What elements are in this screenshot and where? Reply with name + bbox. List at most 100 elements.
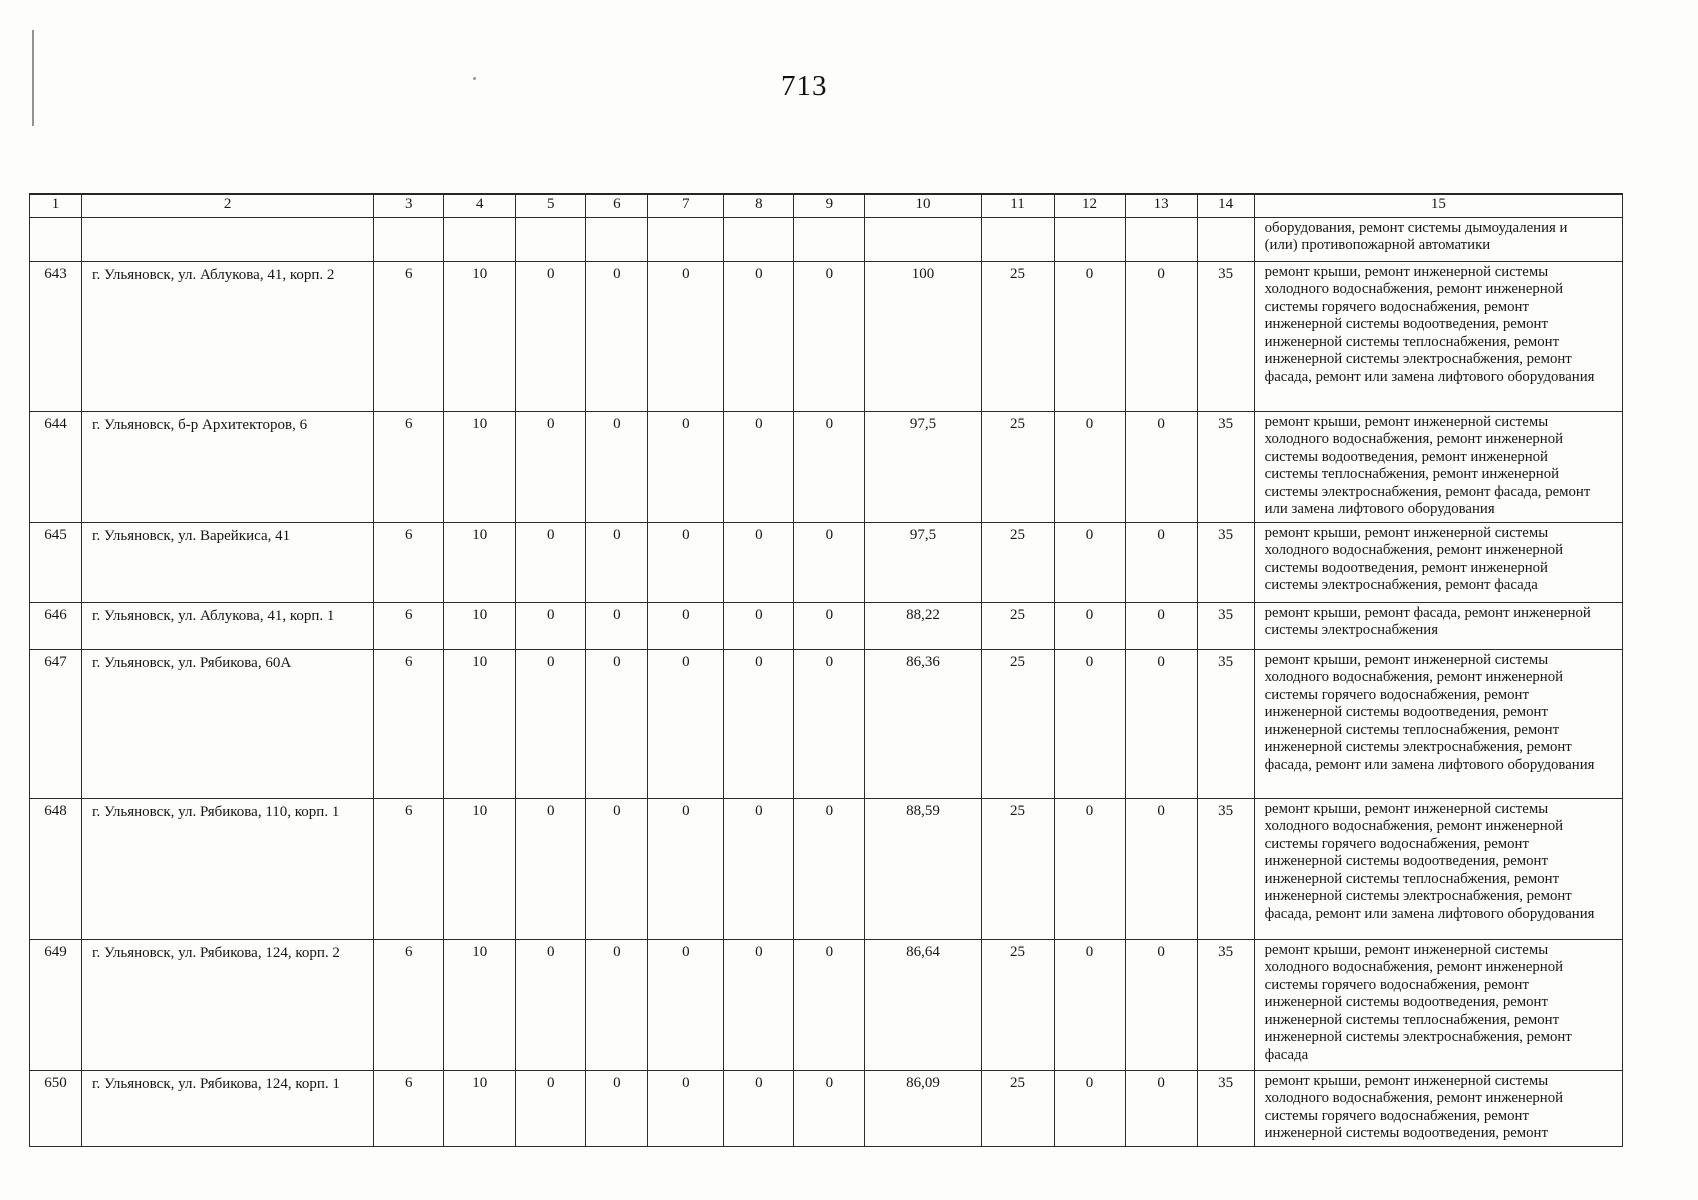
value-cell: 0 <box>515 938 587 1071</box>
column-header-cell: 5 <box>515 193 587 218</box>
value-cell: 0 <box>1053 938 1126 1071</box>
works-cell: ремонт крыши, ремонт инженерной системы … <box>1253 410 1624 523</box>
table-row: 645 г. Ульяновск, ул. Варейкиса, 41 6 10 0 0 0… <box>28 521 1624 603</box>
value-cell: 0 <box>1124 601 1198 650</box>
address-cell: г. Ульяновск, ул. Аблукова, 41, корп. 2 <box>81 260 375 412</box>
value-cell: 0 <box>793 797 866 940</box>
value-cell: 35 <box>1196 797 1255 940</box>
value-cell: 97,5 <box>864 410 982 523</box>
value-cell: 6 <box>373 938 445 1071</box>
table-header-row: 1 2 3 4 5 6 7 8 9 10 11 12 13 14 15 <box>28 193 1624 218</box>
value-cell: 0 <box>723 1069 795 1147</box>
value-cell: 0 <box>723 797 795 940</box>
column-header-cell: 10 <box>864 193 982 218</box>
works-cell: ремонт крыши, ремонт фасада, ремонт инже… <box>1253 601 1624 650</box>
works-cell: ремонт крыши, ремонт инженерной системы … <box>1253 938 1624 1071</box>
value-cell: 88,59 <box>864 797 982 940</box>
value-cell: 0 <box>647 648 725 799</box>
value-cell: 0 <box>1053 797 1126 940</box>
value-cell: 10 <box>443 938 517 1071</box>
value-cell: 0 <box>1053 648 1126 799</box>
value-cell: 88,22 <box>864 601 982 650</box>
value-cell: 0 <box>585 938 649 1071</box>
column-header-cell: 2 <box>81 193 375 218</box>
row-number-cell: 650 <box>28 1069 83 1147</box>
value-cell <box>515 216 587 262</box>
value-cell: 35 <box>1196 648 1255 799</box>
value-cell: 0 <box>793 648 866 799</box>
value-cell: 10 <box>443 648 517 799</box>
value-cell: 0 <box>647 797 725 940</box>
value-cell: 25 <box>980 601 1055 650</box>
address-cell: г. Ульяновск, ул. Рябикова, 110, корп. 1 <box>81 797 375 940</box>
value-cell: 0 <box>585 1069 649 1147</box>
value-cell: 0 <box>647 260 725 412</box>
continuation-row: оборудования, ремонт системы дымоудалени… <box>28 216 1624 262</box>
value-cell: 0 <box>647 410 725 523</box>
table-head: 1 2 3 4 5 6 7 8 9 10 11 12 13 14 15 <box>28 193 1624 218</box>
value-cell: 35 <box>1196 260 1255 412</box>
value-cell: 0 <box>515 260 587 412</box>
value-cell: 0 <box>723 938 795 1071</box>
value-cell: 0 <box>647 601 725 650</box>
value-cell <box>864 216 982 262</box>
value-cell: 25 <box>980 260 1055 412</box>
column-header-cell: 3 <box>373 193 445 218</box>
value-cell: 0 <box>723 648 795 799</box>
value-cell: 0 <box>515 797 587 940</box>
column-header-cell: 13 <box>1124 193 1198 218</box>
value-cell: 6 <box>373 601 445 650</box>
table-row: 647 г. Ульяновск, ул. Рябикова, 60А 6 10 0 0 0… <box>28 648 1624 799</box>
table-row: 643 г. Ульяновск, ул. Аблукова, 41, корп.… <box>28 260 1624 412</box>
value-cell: 0 <box>515 648 587 799</box>
value-cell: 10 <box>443 601 517 650</box>
value-cell: 0 <box>647 938 725 1071</box>
table-row: 650 г. Ульяновск, ул. Рябикова, 124, корп… <box>28 1069 1624 1147</box>
column-header-cell: 11 <box>980 193 1055 218</box>
value-cell <box>723 216 795 262</box>
column-header-cell: 9 <box>793 193 866 218</box>
value-cell: 6 <box>373 797 445 940</box>
row-number-cell: 648 <box>28 797 83 940</box>
value-cell: 0 <box>1124 797 1198 940</box>
value-cell: 0 <box>1053 521 1126 603</box>
row-number-cell <box>28 216 83 262</box>
value-cell: 86,09 <box>864 1069 982 1147</box>
value-cell: 0 <box>723 260 795 412</box>
value-cell: 6 <box>373 260 445 412</box>
column-header-cell: 14 <box>1196 193 1255 218</box>
value-cell: 97,5 <box>864 521 982 603</box>
value-cell: 0 <box>1124 410 1198 523</box>
value-cell: 6 <box>373 410 445 523</box>
table-body: оборудования, ремонт системы дымоудалени… <box>28 216 1624 1147</box>
column-header-cell: 12 <box>1053 193 1126 218</box>
table-row: 648 г. Ульяновск, ул. Рябикова, 110, корп… <box>28 797 1624 940</box>
value-cell: 86,64 <box>864 938 982 1071</box>
address-cell: г. Ульяновск, ул. Рябикова, 124, корп. 1 <box>81 1069 375 1147</box>
row-number-cell: 643 <box>28 260 83 412</box>
value-cell: 0 <box>1053 260 1126 412</box>
value-cell: 0 <box>1053 1069 1126 1147</box>
value-cell: 10 <box>443 797 517 940</box>
value-cell: 25 <box>980 521 1055 603</box>
works-cell: оборудования, ремонт системы дымоудалени… <box>1253 216 1624 262</box>
value-cell: 0 <box>585 260 649 412</box>
value-cell: 25 <box>980 797 1055 940</box>
value-cell: 0 <box>515 1069 587 1147</box>
value-cell: 0 <box>1124 938 1198 1071</box>
value-cell: 10 <box>443 410 517 523</box>
value-cell: 25 <box>980 938 1055 1071</box>
value-cell: 25 <box>980 410 1055 523</box>
works-cell: ремонт крыши, ремонт инженерной системы … <box>1253 521 1624 603</box>
value-cell <box>373 216 445 262</box>
value-cell <box>1124 216 1198 262</box>
value-cell <box>585 216 649 262</box>
address-cell: г. Ульяновск, ул. Варейкиса, 41 <box>81 521 375 603</box>
value-cell: 6 <box>373 648 445 799</box>
value-cell <box>793 216 866 262</box>
value-cell: 0 <box>585 601 649 650</box>
address-cell: г. Ульяновск, ул. Рябикова, 60А <box>81 648 375 799</box>
column-header-cell: 1 <box>28 193 83 218</box>
column-header-cell: 6 <box>585 193 649 218</box>
